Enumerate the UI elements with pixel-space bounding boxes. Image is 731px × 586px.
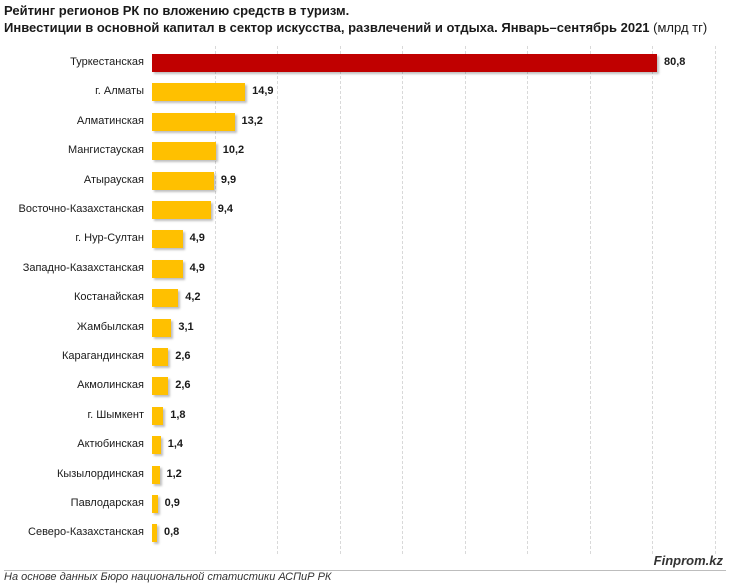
chart-subtitle-unit: (млрд тг) xyxy=(653,20,708,35)
bar xyxy=(152,289,179,308)
data-label: 14,9 xyxy=(252,85,274,98)
grid-line xyxy=(339,46,341,554)
bar xyxy=(152,524,157,543)
chart-header: Рейтинг регионов РК по вложению средств … xyxy=(4,2,729,36)
data-label: 1,4 xyxy=(167,438,184,451)
grid-line xyxy=(402,46,403,554)
category-label: Кызылординская xyxy=(56,467,144,480)
category-label: Павлодарская xyxy=(70,497,144,509)
category-label: Мангистауская xyxy=(67,144,144,157)
grid-line xyxy=(214,46,216,554)
bar xyxy=(152,259,183,278)
bar xyxy=(152,348,169,366)
brand-watermark: Finprom.kz xyxy=(653,553,723,568)
chart-subtitle-main: Инвестиции в основной капитал в сектор и… xyxy=(4,20,650,35)
category-label: Западно-Казахстанская xyxy=(22,261,144,274)
data-label: 2,6 xyxy=(175,379,191,392)
footer-divider xyxy=(4,570,726,571)
category-label: Акмолинская xyxy=(77,379,144,392)
category-label: г. Нур-Султан xyxy=(75,232,144,245)
bar xyxy=(152,54,657,72)
data-label: 3,1 xyxy=(178,320,194,333)
chart-subtitle: Инвестиции в основной капитал в сектор и… xyxy=(4,19,729,36)
data-label: 4,2 xyxy=(185,291,201,304)
bar xyxy=(152,201,211,219)
data-label: 80,8 xyxy=(664,56,686,68)
category-label: Костанайская xyxy=(73,291,144,304)
data-label: 13,2 xyxy=(241,114,263,127)
category-label: г. Алматы xyxy=(95,85,144,98)
bar xyxy=(152,465,160,484)
category-label: Туркестанская xyxy=(70,56,144,68)
data-label: 0,8 xyxy=(164,526,180,539)
data-label: 9,9 xyxy=(220,173,237,186)
bar xyxy=(152,406,164,425)
bar xyxy=(152,377,169,396)
data-label: 4,9 xyxy=(189,261,205,274)
category-label: Алматинская xyxy=(76,114,144,127)
data-label: 10,2 xyxy=(222,144,245,157)
bar xyxy=(152,171,214,190)
data-label: 4,9 xyxy=(189,232,205,245)
data-label: 9,4 xyxy=(217,203,234,215)
grid-line xyxy=(652,46,653,554)
data-label: 1,8 xyxy=(170,408,186,421)
chart-title: Рейтинг регионов РК по вложению средств … xyxy=(4,3,350,18)
grid-line xyxy=(527,46,528,554)
category-label: Северо-Казахстанская xyxy=(28,526,144,539)
bar xyxy=(152,495,158,513)
bar xyxy=(152,436,161,455)
bar xyxy=(152,142,216,161)
grid-line xyxy=(714,46,716,554)
data-label: 0,9 xyxy=(164,497,180,509)
bar-chart: Туркестанская 80,8 г. Алматы 14,9 Алматинска… xyxy=(0,46,731,558)
bar xyxy=(152,83,246,102)
category-label: Актюбинская xyxy=(77,438,144,451)
category-label: г. Шымкент xyxy=(87,408,145,421)
category-label: Карагандинская xyxy=(62,350,144,362)
category-label: Восточно-Казахстанская xyxy=(18,203,144,215)
bar xyxy=(152,318,172,337)
data-label: 1,2 xyxy=(166,467,182,480)
source-note: На основе данных Бюро национальной стати… xyxy=(4,571,332,583)
grid-line xyxy=(277,46,278,554)
bar xyxy=(152,230,183,249)
category-label: Жамбылская xyxy=(76,320,144,333)
bar xyxy=(152,112,235,131)
grid-line xyxy=(589,46,591,554)
grid-line xyxy=(464,46,466,554)
category-label: Атырауская xyxy=(83,173,144,186)
data-label: 2,6 xyxy=(175,350,191,362)
